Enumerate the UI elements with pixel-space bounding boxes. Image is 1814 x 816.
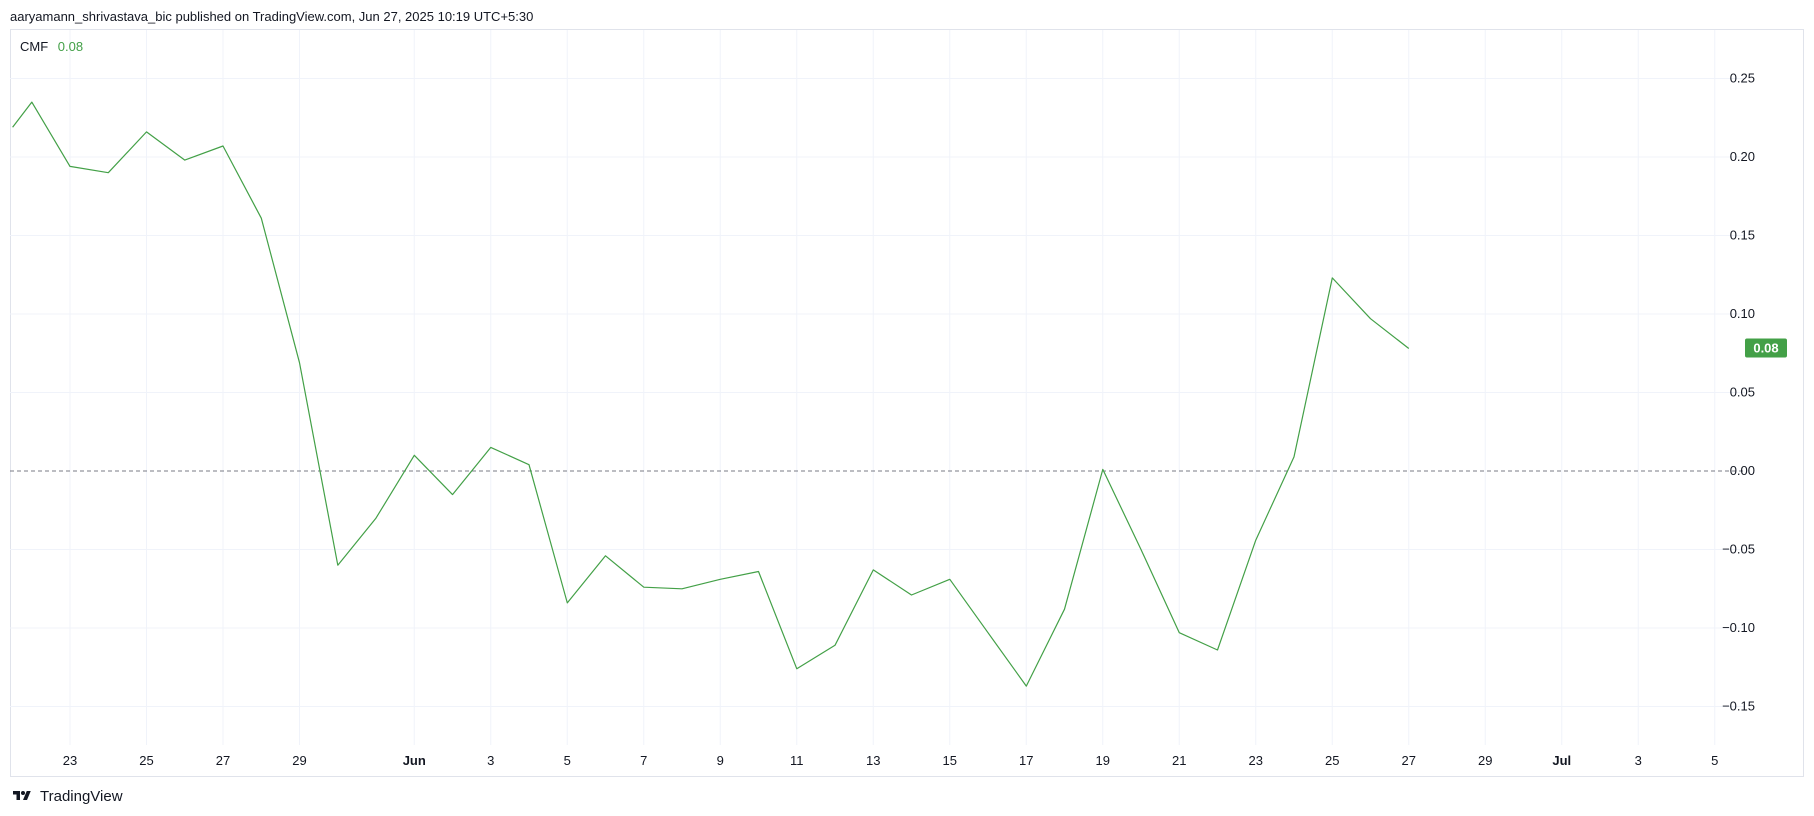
- x-tick-label: 3: [1635, 753, 1642, 768]
- x-tick-label: 5: [564, 753, 571, 768]
- tradingview-logo-icon: [13, 791, 31, 800]
- x-tick-label: 5: [1711, 753, 1718, 768]
- y-tick-label: 0.20: [1730, 149, 1755, 164]
- y-tick-label: 0.25: [1730, 71, 1755, 86]
- y-tick-label: 0.00: [1730, 463, 1755, 478]
- x-tick-label: 11: [790, 753, 804, 768]
- x-tick-label: 29: [1478, 753, 1492, 768]
- x-tick-label: 17: [1019, 753, 1033, 768]
- x-tick-label: Jul: [1552, 753, 1571, 768]
- y-tick-label: −0.10: [1722, 620, 1755, 635]
- x-tick-label: 29: [292, 753, 306, 768]
- x-tick-label: 9: [717, 753, 724, 768]
- publisher-line: aaryamann_shrivastava_bic published on T…: [10, 9, 534, 24]
- x-tick-label: 27: [1402, 753, 1416, 768]
- x-tick-label: 23: [1249, 753, 1263, 768]
- y-tick-label: −0.05: [1722, 542, 1755, 557]
- last-value-badge: [1745, 338, 1787, 358]
- tradingview-branding[interactable]: TradingView: [10, 787, 123, 805]
- chart-frame: [10, 29, 1804, 777]
- legend-indicator-value: 0.08: [57, 39, 84, 54]
- y-tick-label: −0.15: [1722, 699, 1755, 714]
- x-tick-label: 19: [1096, 753, 1110, 768]
- x-tick-label: 25: [1325, 753, 1339, 768]
- y-tick-label: 0.10: [1730, 306, 1755, 321]
- x-tick-label: 27: [216, 753, 230, 768]
- y-tick-label: 0.05: [1730, 385, 1755, 400]
- x-tick-label: 25: [139, 753, 153, 768]
- cmf-series-line: [12, 101, 1410, 687]
- x-tick-label: 23: [63, 753, 77, 768]
- last-value-badge-text: 0.08: [1753, 341, 1778, 356]
- x-tick-label: 3: [487, 753, 494, 768]
- x-tick-label: 21: [1172, 753, 1186, 768]
- x-tick-label: 15: [943, 753, 957, 768]
- x-tick-label: 7: [640, 753, 647, 768]
- x-tick-label: 13: [866, 753, 880, 768]
- x-tick-label: Jun: [403, 753, 426, 768]
- y-tick-label: 0.15: [1730, 228, 1755, 243]
- legend-indicator-name: CMF: [20, 39, 49, 54]
- indicator-legend[interactable]: CMF 0.08: [20, 39, 83, 54]
- brand-name: TradingView: [40, 787, 123, 805]
